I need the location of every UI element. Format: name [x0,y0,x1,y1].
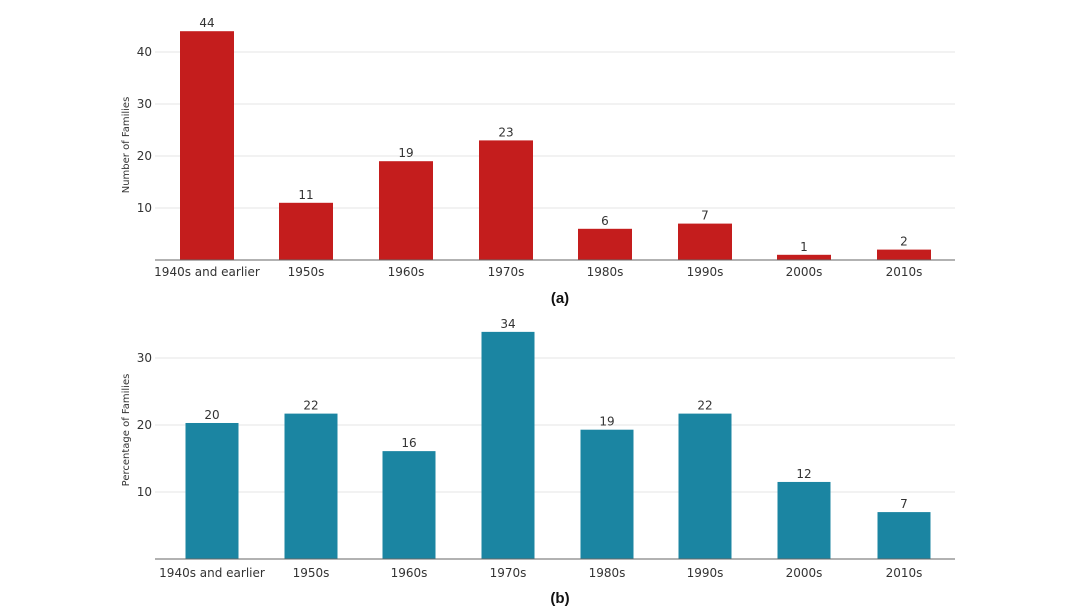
chart-a-y-tick-labels: 10 20 30 40 [137,45,152,215]
chart-b-data-label: 19 [599,415,614,429]
chart-b-bar [877,512,931,559]
chart-b-bar [481,331,535,559]
chart-a-data-label: 1 [800,240,808,254]
chart-panel-b: 20 22 16 34 19 22 12 7 10 20 30 1940s and earlier… [121,317,955,606]
chart-a-bar [379,161,433,260]
chart-a-bars [180,31,931,261]
chart-a-bar [578,228,632,260]
chart-a-gridlines [155,51,955,209]
chart-a-x-tick-label: 2000s [786,265,823,279]
chart-a-data-label: 2 [900,235,908,249]
chart-a-data-label: 6 [601,214,609,228]
chart-b-bar [678,413,732,559]
chart-a-bar [479,140,533,260]
chart-a-data-label: 19 [398,146,413,160]
chart-b-bars [185,331,931,559]
chart-a-x-tick-labels: 1940s and earlier 1950s 1960s 1970s 1980s 199… [154,265,922,279]
chart-b-x-tick-label: 1980s [589,566,626,580]
chart-a-bar [877,249,931,260]
chart-b-y-tick-label: 20 [137,418,152,432]
chart-a-bar [279,202,333,260]
chart-b-y-tick-label: 30 [137,351,152,365]
chart-a-data-label: 7 [701,209,709,223]
chart-a-bar [180,31,234,261]
chart-b-data-labels: 20 22 16 34 19 22 12 7 [204,317,907,511]
chart-b-bar [284,413,338,559]
chart-b-data-label: 12 [796,467,811,481]
chart-b-x-tick-label: 1990s [687,566,724,580]
chart-b-y-axis-label: Percentage of Families [121,374,132,487]
chart-a-data-labels: 44 11 19 23 6 7 1 2 [199,16,907,254]
chart-b-data-label: 20 [204,408,219,422]
chart-a-y-tick-label: 30 [137,97,152,111]
chart-b-gridlines [155,357,955,493]
chart-a-x-tick-label: 1980s [587,265,624,279]
chart-a-data-label: 23 [498,125,513,139]
chart-b-data-label: 22 [303,399,318,413]
chart-a-x-tick-label: 1990s [687,265,724,279]
chart-b-y-tick-labels: 10 20 30 [137,351,152,499]
chart-b-bar [185,422,239,559]
chart-b-x-tick-label: 2000s [786,566,823,580]
chart-b-x-tick-label: 1950s [293,566,330,580]
chart-a-y-axis-label: Number of Families [121,97,132,194]
chart-a-y-tick-label: 20 [137,149,152,163]
chart-b-x-tick-label: 1940s and earlier [159,566,265,580]
chart-b-data-label: 7 [900,497,908,511]
chart-a-x-tick-label: 2010s [886,265,923,279]
chart-a-y-tick-label: 40 [137,45,152,59]
chart-b-caption: (b) [550,590,569,606]
chart-a-caption: (a) [551,290,569,307]
chart-a-x-tick-label: 1960s [388,265,425,279]
chart-b-x-tick-label: 2010s [886,566,923,580]
chart-b-x-tick-label: 1970s [490,566,527,580]
chart-a-y-tick-label: 10 [137,201,152,215]
chart-a-bar [678,223,732,260]
chart-b-y-tick-label: 10 [137,485,152,499]
chart-a-x-tick-label: 1940s and earlier [154,265,260,279]
chart-b-data-label: 16 [401,436,416,450]
chart-a-x-tick-label: 1970s [488,265,525,279]
chart-b-data-label: 22 [697,399,712,413]
chart-a-data-label: 44 [199,16,214,30]
chart-a-data-label: 11 [298,188,313,202]
chart-b-bar [382,451,436,559]
chart-b-bar [777,481,831,559]
chart-a-bar [777,254,831,260]
chart-a-x-tick-label: 1950s [288,265,325,279]
chart-b-x-tick-label: 1960s [391,566,428,580]
chart-b-x-tick-labels: 1940s and earlier 1950s 1960s 1970s 1980s 199… [159,566,922,580]
chart-b-data-label: 34 [500,317,515,331]
chart-b-bar [580,429,634,559]
